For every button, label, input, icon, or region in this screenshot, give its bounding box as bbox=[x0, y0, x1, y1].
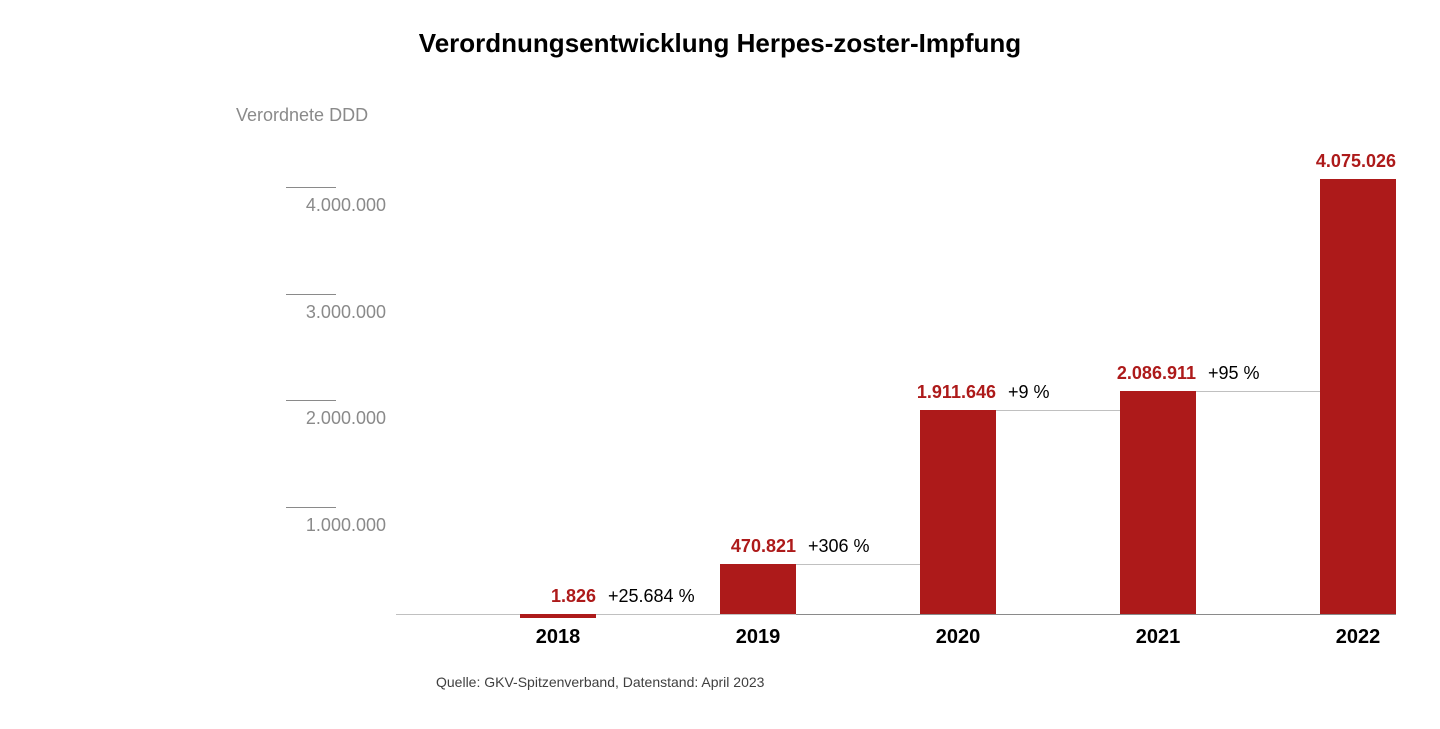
y-tick-label: 1.000.000 bbox=[286, 515, 386, 536]
y-tick-line bbox=[286, 294, 336, 295]
x-tick-label: 2021 bbox=[1090, 626, 1226, 649]
value-label: 470.821 bbox=[636, 536, 796, 557]
bar bbox=[720, 564, 796, 614]
percent-change-label: +306 % bbox=[808, 536, 870, 557]
x-tick-label: 2020 bbox=[890, 626, 1026, 649]
percent-change-label: +25.684 % bbox=[608, 586, 695, 607]
x-tick-label: 2019 bbox=[690, 626, 826, 649]
value-label: 1.826 bbox=[436, 586, 596, 607]
bar bbox=[920, 410, 996, 614]
value-label: 2.086.911 bbox=[1036, 363, 1196, 384]
source-caption: Quelle: GKV-Spitzenverband, Datenstand: … bbox=[436, 674, 764, 690]
x-tick-label: 2022 bbox=[1290, 626, 1426, 649]
y-axis-label: Verordnete DDD bbox=[236, 105, 368, 126]
x-tick-label: 2018 bbox=[490, 626, 626, 649]
y-tick-label: 4.000.000 bbox=[286, 195, 386, 216]
y-tick-label: 2.000.000 bbox=[286, 408, 386, 429]
value-label: 1.911.646 bbox=[836, 382, 996, 403]
value-label: 4.075.026 bbox=[1236, 151, 1396, 172]
chart-title: Verordnungsentwicklung Herpes-zoster-Imp… bbox=[0, 28, 1440, 59]
y-tick-line bbox=[286, 400, 336, 401]
y-tick-label: 3.000.000 bbox=[286, 302, 386, 323]
percent-change-label: +95 % bbox=[1208, 363, 1260, 384]
y-tick-line bbox=[286, 507, 336, 508]
y-tick-line bbox=[286, 187, 336, 188]
bar bbox=[520, 614, 596, 618]
bar bbox=[1120, 391, 1196, 614]
percent-change-label: +9 % bbox=[1008, 382, 1050, 403]
bar bbox=[1320, 179, 1396, 614]
